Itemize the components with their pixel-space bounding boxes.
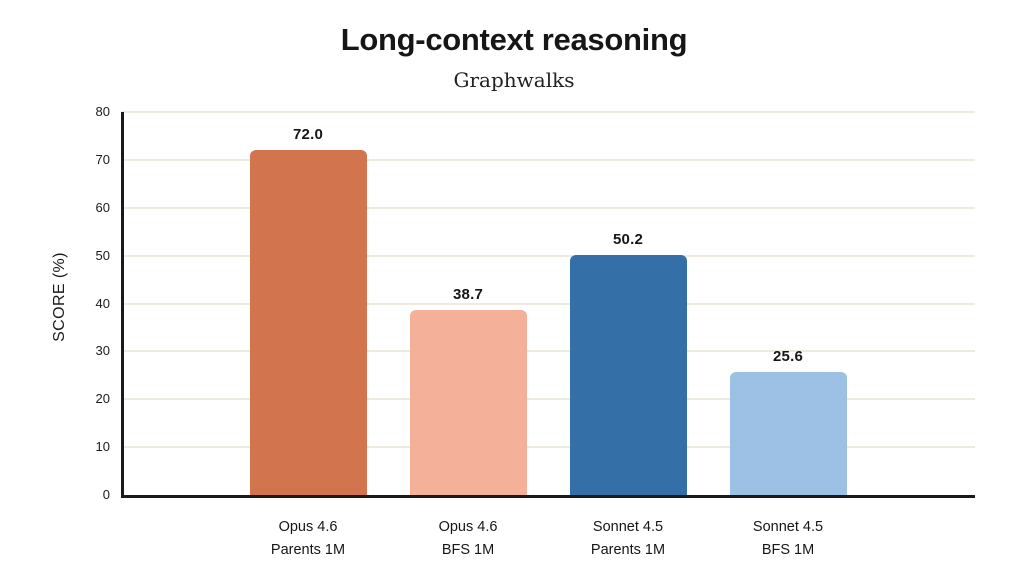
bar-rect: 50.2: [569, 231, 687, 495]
gridline: [121, 350, 975, 353]
gridline: [121, 254, 975, 257]
y-tick-label: 10: [95, 439, 110, 455]
bar-sonnet-45-bfs-1m: 25.6: [729, 112, 847, 495]
x-tick-label: Sonnet 4.5 Parents 1M: [570, 516, 687, 562]
x-tick-label-line1: Sonnet 4.5: [592, 519, 664, 535]
x-tick-label-line1: Opus 4.6: [438, 519, 498, 535]
y-tick-labels: 0 10 20 30 40 50 60 70 80: [0, 104, 110, 502]
y-tick-label: 60: [95, 199, 110, 215]
bar-value-label: 72.0: [293, 126, 323, 144]
bar-opus-46-bfs-1m: 38.7: [409, 112, 527, 495]
plot-area: 72.0 38.7 50.2 25.6: [121, 111, 975, 495]
x-tick-label-line1: Sonnet 4.5: [752, 519, 824, 535]
bar-value-label: 25.6: [773, 348, 803, 366]
y-axis-line: [121, 112, 124, 498]
x-axis-line: [121, 495, 975, 498]
y-tick-label: 30: [95, 343, 110, 359]
gridline: [121, 302, 975, 305]
y-tick-label: 20: [95, 391, 110, 407]
x-tick-label-line1: Opus 4.6: [278, 519, 338, 535]
x-tick-label-line2: Parents 1M: [270, 542, 346, 558]
x-axis-labels: Opus 4.6 Parents 1M Opus 4.6 BFS 1M Sonn…: [121, 516, 975, 562]
x-tick-label-line2: Parents 1M: [590, 542, 666, 558]
gridline: [121, 206, 975, 209]
bar-rect: 25.6: [729, 348, 847, 495]
x-tick-label: Opus 4.6 Parents 1M: [250, 516, 367, 562]
bar-rect: 38.7: [409, 286, 527, 495]
x-tick-label-line2: BFS 1M: [761, 542, 815, 558]
x-tick-label: Opus 4.6 BFS 1M: [410, 516, 527, 562]
y-tick-label: 70: [95, 151, 110, 167]
y-tick-label: 0: [102, 487, 110, 502]
x-tick-label-line2: BFS 1M: [441, 542, 495, 558]
bar-sonnet-45-parents-1m: 50.2: [569, 112, 687, 495]
bar-value-label: 38.7: [453, 285, 483, 303]
gridline: [121, 111, 975, 113]
bar-value-label: 50.2: [613, 230, 643, 248]
chart-subtitle: Graphwalks: [453, 68, 575, 92]
bars-row: 72.0 38.7 50.2 25.6: [121, 112, 975, 495]
x-tick-label: Sonnet 4.5 BFS 1M: [730, 516, 847, 562]
y-tick-label: 80: [95, 104, 110, 119]
gridline: [121, 446, 975, 449]
bar-opus-46-parents-1m: 72.0: [249, 112, 367, 495]
y-tick-label: 40: [95, 295, 110, 311]
gridline: [121, 398, 975, 401]
gridline: [121, 158, 975, 161]
gridlines: [121, 111, 975, 495]
y-tick-label: 50: [95, 247, 110, 263]
bar-rect: 72.0: [249, 126, 367, 495]
page-title: Long-context reasoning: [340, 22, 688, 57]
